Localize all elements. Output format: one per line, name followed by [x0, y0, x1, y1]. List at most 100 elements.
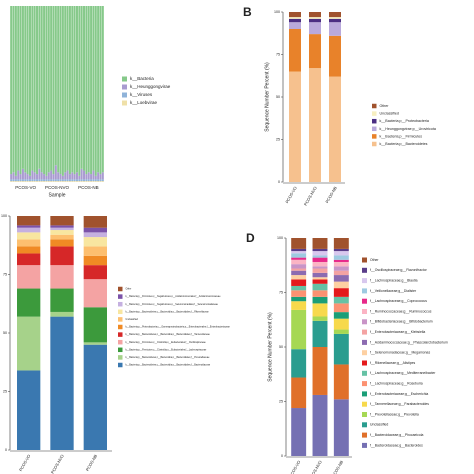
legend-swatch [362, 432, 367, 438]
legend-label: k__Bacteria;p__Proteobacteria;c__Gammapr… [126, 326, 231, 329]
bar-segment [92, 6, 95, 171]
bar-segment [101, 6, 104, 173]
bar-segment [87, 172, 90, 180]
legend-swatch [118, 294, 123, 299]
legend-swatch [372, 134, 377, 139]
legend-label: k__Bacteria;p__Proteobacteria [380, 119, 429, 123]
bar-segment [312, 248, 328, 252]
bar-segment [28, 6, 31, 176]
bar-segment [47, 179, 50, 182]
bar-segment [83, 232, 107, 238]
bar-segment [333, 281, 349, 289]
bar-segment [17, 265, 41, 289]
bar-segment [309, 17, 321, 19]
bar-segment [24, 6, 27, 173]
legend-swatch [362, 391, 367, 397]
bar-segment [64, 172, 67, 180]
bar-segment [36, 174, 39, 180]
bar-segment [329, 12, 341, 18]
x-tick-label: PCOS-VO [288, 460, 302, 474]
bar-segment [289, 18, 301, 23]
bar-segment [312, 290, 328, 297]
bar-segment [99, 179, 102, 182]
bar-segment [26, 179, 29, 182]
legend-swatch [118, 362, 123, 368]
bar-segment [92, 179, 95, 182]
y-tick-label: 100 [1, 214, 7, 218]
bar-segment [78, 175, 81, 180]
legend-swatch [118, 339, 123, 345]
bar-segment [83, 307, 107, 343]
legend-label: k__Bacteria;p__Bacteroidetes;c__Bacteroi… [126, 356, 211, 359]
bar-segment [333, 270, 349, 276]
bar-segment [43, 6, 46, 175]
legend-label: f__Bacteroidaceae;g__Phocaeicola [370, 433, 424, 437]
bar-segment [45, 175, 48, 180]
bar-segment [10, 179, 13, 182]
y-axis-label: Sequence Number Percent (%) [264, 62, 270, 132]
bar-segment [90, 179, 93, 182]
bar-segment [71, 172, 74, 180]
bar-segment [309, 34, 321, 69]
bar-segment [19, 181, 22, 182]
bar-segment [54, 6, 57, 166]
legend-swatch [118, 286, 123, 292]
bar-segment [312, 320, 328, 347]
bar-segment [17, 370, 41, 450]
x-group-label: PCOS-NVO [45, 185, 70, 190]
bar-segment [57, 6, 60, 173]
legend-label: Unclassified [380, 112, 399, 116]
legend-swatch [122, 76, 127, 82]
legend-swatch [118, 301, 123, 307]
bar-segment [312, 251, 328, 256]
bar-segment [50, 225, 74, 228]
bar-segment [85, 181, 88, 182]
bar-segment [83, 216, 107, 228]
bar-segment [94, 179, 97, 182]
bar-segment [36, 6, 39, 175]
y-tick-label: 0 [281, 454, 283, 458]
bar-segment [17, 225, 41, 228]
bar-segment [291, 248, 307, 252]
legend-swatch [372, 118, 377, 124]
bar-segment [73, 174, 76, 180]
bar-segment [45, 181, 48, 182]
legend-label: k__Viruses [130, 92, 153, 97]
bar-segment [312, 296, 328, 304]
legend-label: k__Bacteria;p__Bacteroidetes;c__Bacteroi… [126, 364, 211, 367]
legend-label: Unclassified [370, 423, 388, 427]
bar-segment [50, 265, 74, 289]
bar-segment [99, 6, 102, 175]
bar-segment [78, 181, 81, 182]
bar-segment [19, 179, 22, 182]
bar-segment [312, 257, 328, 262]
bar-segment [33, 6, 36, 173]
y-tick-label: 75 [279, 290, 283, 294]
bar-segment [333, 312, 349, 319]
bar-segment [17, 253, 41, 266]
legend-label: f__Bacteroidaceae;g__Bacteroides [370, 443, 423, 447]
bar-segment [17, 288, 41, 317]
y-tick-label: 25 [279, 399, 283, 403]
bar-segment [19, 174, 22, 180]
bar-segment [17, 316, 41, 371]
legend-label: f__Enterobacteriaceae;g__Escherichia [370, 392, 428, 396]
legend-swatch [362, 267, 367, 273]
bar-segment [19, 6, 22, 175]
legend-swatch [362, 360, 367, 366]
bar-segment [14, 181, 17, 182]
bar-segment [66, 6, 69, 171]
bar-segment [73, 181, 76, 182]
bar-segment [78, 179, 81, 182]
bar-segment [289, 29, 301, 72]
bar-segment [17, 179, 20, 182]
legend-label: k__Bacteria;p__Bacteroidetes;c__Bacteroi… [126, 333, 211, 336]
bar-segment [50, 179, 53, 182]
bar-segment [333, 303, 349, 313]
legend-label: k__Loebvirae [130, 100, 158, 105]
legend-swatch [362, 309, 367, 314]
bar-segment [68, 174, 71, 180]
bar-segment [333, 238, 349, 249]
x-tick-label: PCOS-NVO [50, 454, 65, 474]
legend-label: f__Ruminococcaceae;g__Ruminococcus [370, 309, 432, 313]
